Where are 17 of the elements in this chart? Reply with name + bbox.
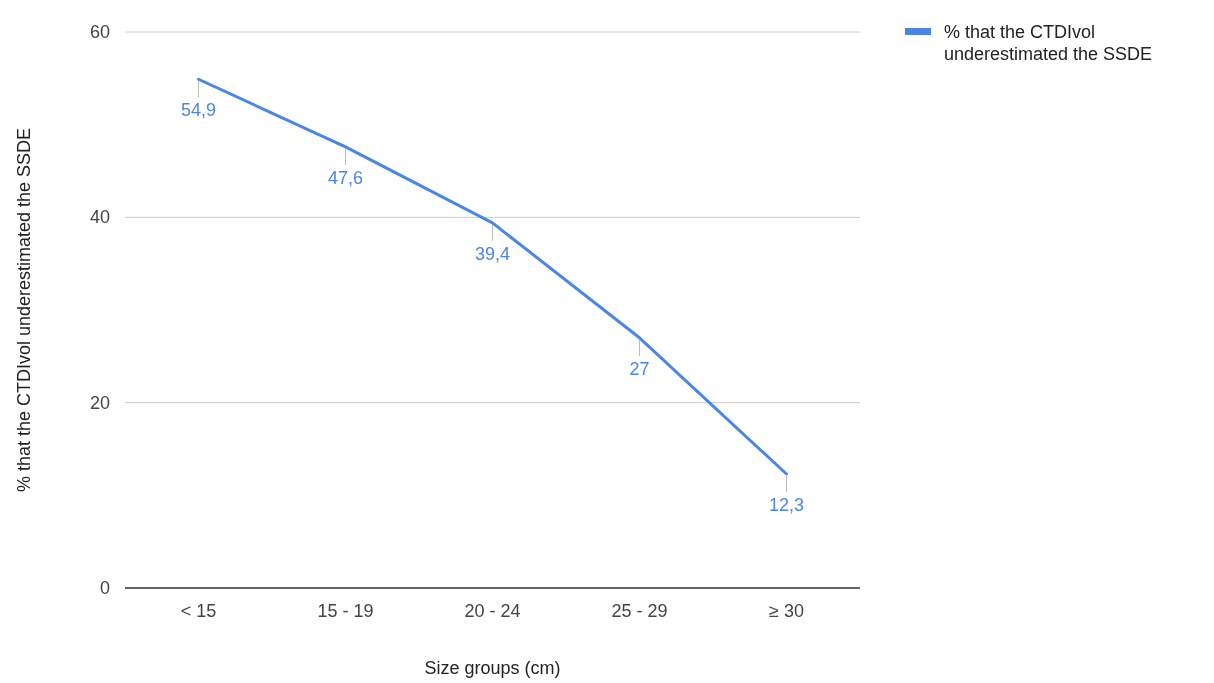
data-label: 47,6 xyxy=(327,167,364,188)
legend-label: % that the CTDIvol underestimated the SSDE xyxy=(944,22,1153,64)
y-tick-label: 40 xyxy=(89,207,110,228)
data-label: 12,3 xyxy=(768,495,805,516)
x-tick-label: 25 - 29 xyxy=(611,601,668,621)
data-label: 27 xyxy=(629,358,650,379)
x-tick-label: < 15 xyxy=(180,601,217,621)
x-tick-label: ≥ 30 xyxy=(769,601,804,621)
x-axis-title: Size groups (cm) xyxy=(424,658,561,678)
data-label: 54,9 xyxy=(180,100,217,121)
data-label: 39,4 xyxy=(474,243,511,264)
x-tick-label: 15 - 19 xyxy=(317,601,374,621)
y-tick-label: 20 xyxy=(89,392,110,413)
y-tick-label: 60 xyxy=(89,22,110,42)
y-axis-title: % that the CTDIvol underestimated the SSDE xyxy=(14,127,34,493)
x-tick-label: 20 - 24 xyxy=(464,601,521,621)
y-tick-label: 0 xyxy=(99,578,110,598)
